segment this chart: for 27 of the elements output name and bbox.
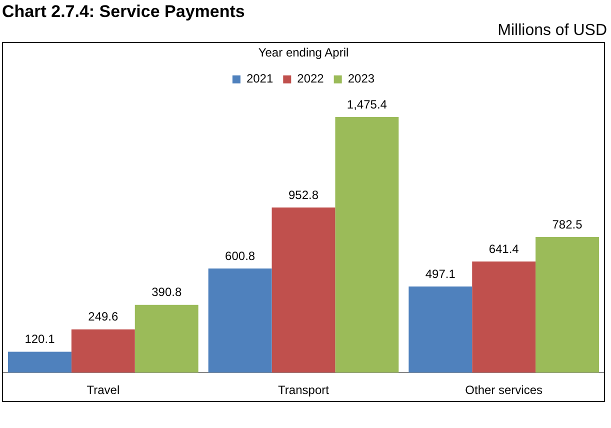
data-label: 952.8 [288, 188, 319, 202]
data-label: 390.8 [152, 285, 182, 300]
bar [335, 116, 399, 373]
bar [134, 304, 198, 373]
legend-label: 2022 [297, 72, 324, 86]
chart-title: Chart 2.7.4: Service Payments [2, 2, 246, 22]
legend-title: Year ending April [258, 45, 349, 60]
data-label: 249.6 [88, 310, 119, 324]
bar [71, 329, 135, 373]
legend-label: 2023 [348, 72, 375, 86]
chart-subtitle: Millions of USD [496, 22, 607, 40]
data-label: 641.4 [488, 242, 520, 256]
bar [472, 261, 536, 373]
data-label: 120.1 [24, 332, 56, 346]
bar [8, 352, 72, 373]
bar [272, 208, 336, 373]
x-tick-label: Travel [86, 383, 120, 398]
data-label: 497.1 [425, 266, 456, 281]
data-label: 600.8 [225, 248, 256, 263]
data-label: 782.5 [552, 217, 583, 232]
bar [536, 237, 599, 373]
x-tick-label: Other services [465, 383, 543, 398]
bar [408, 286, 472, 373]
data-label: 1,475.4 [346, 97, 388, 112]
x-tick-label: Transport [278, 383, 330, 398]
bar [208, 268, 272, 373]
legend-label: 2021 [246, 72, 274, 86]
